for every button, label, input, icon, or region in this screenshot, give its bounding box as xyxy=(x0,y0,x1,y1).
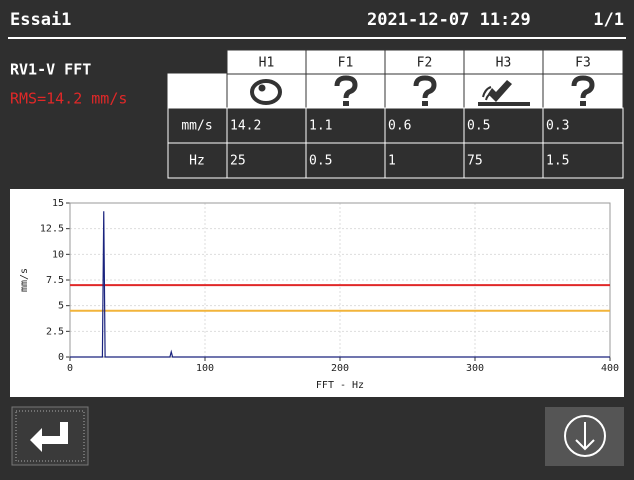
column-header: H3 xyxy=(496,56,512,71)
chart: 0 2.5 5 7.5 10 12.5 15 0 100 200 300 400 FFT - Hz mm/… xyxy=(19,198,619,391)
x-tick-label: 400 xyxy=(601,363,619,374)
column-header: H1 xyxy=(259,56,275,71)
column-header-cell xyxy=(305,49,386,75)
x-tick-label: 0 xyxy=(67,363,73,374)
value: 0.6 xyxy=(388,119,411,134)
y-tick-label: 15 xyxy=(52,198,64,209)
x-tick-label: 100 xyxy=(196,363,214,374)
value-cell xyxy=(305,142,386,179)
value: 75 xyxy=(467,154,483,169)
x-tick-label: 300 xyxy=(466,363,484,374)
column-header: F1 xyxy=(338,56,354,71)
icons xyxy=(250,75,595,106)
value-cell xyxy=(542,142,624,179)
value: 1.5 xyxy=(546,154,569,169)
y-tick-label: 0 xyxy=(58,352,64,363)
value-cell xyxy=(226,107,307,144)
value-cell xyxy=(542,107,624,144)
download-button[interactable] xyxy=(545,407,624,466)
circle-icon xyxy=(564,415,606,457)
x-axis-label: FFT - Hz xyxy=(316,380,364,391)
back-button[interactable] xyxy=(11,406,89,466)
column-header-cell xyxy=(226,49,307,75)
value: 25 xyxy=(230,154,246,169)
icon-row-label-cell xyxy=(167,73,228,109)
y-tick-label: 10 xyxy=(52,249,64,260)
value: 1.1 xyxy=(309,119,332,134)
chart-panel xyxy=(10,189,624,397)
row-label: Hz xyxy=(189,154,205,169)
rms: RMS=14.2 mm/s xyxy=(10,90,127,108)
value: 0.3 xyxy=(546,119,569,134)
y-axis-label: mm/s xyxy=(19,268,30,292)
icon-unknown xyxy=(413,75,437,106)
value-cell xyxy=(384,142,465,179)
row-label: mm/s xyxy=(181,119,212,134)
measurement-name: RV1-V FFT xyxy=(10,61,91,79)
value-cell xyxy=(384,107,465,144)
value: 0.5 xyxy=(309,154,332,169)
arrow-icon xyxy=(575,422,595,451)
column-header-cell xyxy=(542,49,624,75)
focus-ring xyxy=(15,410,85,462)
spectrum-line xyxy=(70,211,610,358)
y-tick-label: 5 xyxy=(58,301,64,312)
row-label-cell xyxy=(167,107,228,144)
value: 0.5 xyxy=(467,119,490,134)
enter-icon xyxy=(30,422,68,452)
value-cell xyxy=(463,142,544,179)
title: Essai1 xyxy=(10,10,71,30)
icon-unknown xyxy=(334,75,358,106)
value: 14.2 xyxy=(230,119,261,134)
column-header: F2 xyxy=(417,56,433,71)
table: H1 F1 F2 H3 F3 mm/s 14.2 1.1 0.6 0.5 0.3 Hz 25 0.5 1 75… xyxy=(167,49,624,179)
icon-unbalance xyxy=(250,79,282,105)
datetime: 2021-12-07 11:29 xyxy=(367,10,531,30)
y-tick-label: 7.5 xyxy=(46,275,64,286)
y-tick-label: 2.5 xyxy=(46,326,64,337)
icon-unknown xyxy=(571,75,595,106)
value-cell xyxy=(226,142,307,179)
x-tick-label: 200 xyxy=(331,363,349,374)
value: 1 xyxy=(388,154,396,169)
column-header: F3 xyxy=(575,56,591,71)
icon-looseness xyxy=(478,80,530,106)
y-tick-label: 12.5 xyxy=(40,224,64,235)
page-indicator: 1/1 xyxy=(593,10,624,30)
